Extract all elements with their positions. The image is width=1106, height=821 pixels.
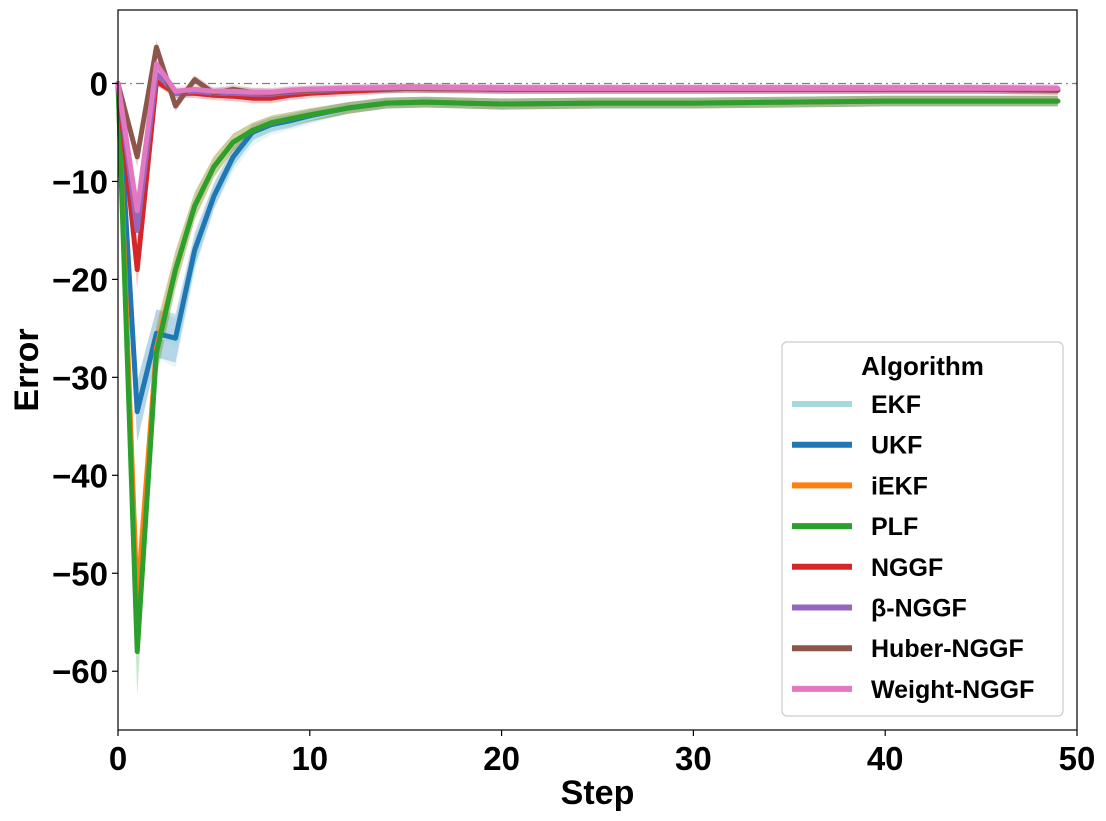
series-line xyxy=(115,79,1061,273)
series-line xyxy=(115,61,1061,214)
series-line xyxy=(115,81,1061,655)
legend-label: Huber-NGGF xyxy=(871,635,1024,663)
legend-label: EKF xyxy=(871,391,921,419)
y-tick-label: −20 xyxy=(52,261,108,298)
legend-items: EKF UKF iEKF PLF NGGF β-NGGF Huber-NGGF Weight-… xyxy=(792,391,1034,704)
y-tick-label: −50 xyxy=(52,555,108,592)
y-tick-label: −40 xyxy=(52,457,108,494)
legend-label: Weight-NGGF xyxy=(871,676,1034,704)
legend-label: NGGF xyxy=(871,554,943,582)
legend-title: Algorithm xyxy=(861,351,984,381)
y-tick-label: −60 xyxy=(52,653,108,690)
legend-box xyxy=(781,341,1064,717)
y-tick-label: −10 xyxy=(52,163,108,200)
legend-label: PLF xyxy=(871,513,918,541)
y-axis-title: Error xyxy=(8,328,46,411)
x-axis: 0 10 20 30 40 50 xyxy=(109,730,1096,777)
series-lines xyxy=(115,44,1061,655)
legend-label: iEKF xyxy=(871,472,928,500)
x-tick-label: 20 xyxy=(483,740,520,777)
x-tick-label: 50 xyxy=(1059,740,1096,777)
x-tick-label: 30 xyxy=(675,740,712,777)
y-tick-label: −30 xyxy=(52,359,108,396)
x-axis-title: Step xyxy=(561,774,635,812)
x-tick-label: 0 xyxy=(109,740,127,777)
x-tick-label: 10 xyxy=(291,740,328,777)
legend: Algorithm EKF UKF iEKF PLF NGGF β-NGGF Huber-N… xyxy=(781,341,1064,717)
y-axis: 0 −10 −20 −30 −40 −50 −60 xyxy=(52,65,118,690)
confidence-band xyxy=(118,77,1058,289)
plot-frame xyxy=(117,9,1078,731)
x-tick-label: 40 xyxy=(867,740,904,777)
legend-label: UKF xyxy=(871,432,922,460)
y-tick-label: 0 xyxy=(90,65,108,102)
legend-label: β-NGGF xyxy=(871,595,967,623)
